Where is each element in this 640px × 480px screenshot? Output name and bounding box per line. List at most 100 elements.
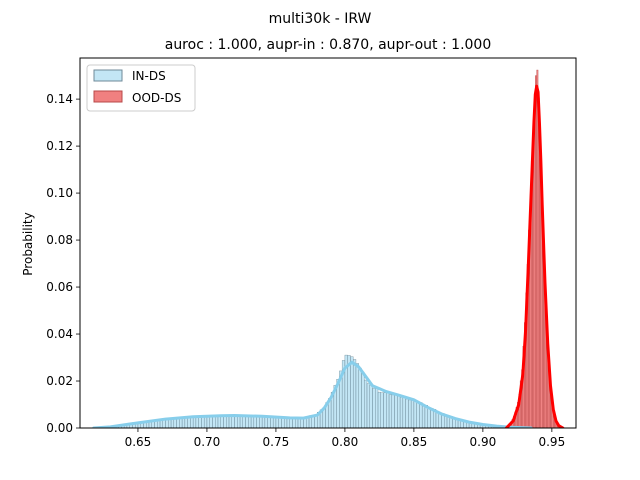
in-ds-bar	[416, 401, 420, 428]
in-ds-bar	[397, 394, 401, 428]
in-ds-bar	[237, 416, 241, 428]
ood-ds-bar	[533, 112, 536, 428]
in-ds-bar	[215, 416, 219, 428]
y-axis-label: Probability	[21, 212, 35, 275]
in-ds-bar	[261, 416, 266, 428]
x-tick-label: 0.95	[538, 435, 565, 449]
in-ds-bar	[192, 416, 197, 428]
in-ds-bar	[394, 394, 398, 428]
in-ds-bar	[369, 385, 373, 428]
in-ds-bar	[223, 415, 227, 428]
in-ds-bar	[391, 394, 395, 428]
in-ds-bar	[355, 363, 359, 428]
in-ds-bar	[380, 392, 384, 428]
in-ds-bar	[427, 407, 431, 428]
in-ds-bars	[96, 354, 533, 428]
in-ds-bar	[228, 415, 232, 428]
y-tick-label: 0.10	[46, 186, 73, 200]
in-ds-bar	[281, 417, 285, 428]
x-tick-label: 0.65	[125, 435, 152, 449]
in-ds-bar	[372, 388, 376, 428]
ood-ds-kde-line	[504, 84, 565, 428]
x-tick-label: 0.70	[194, 435, 221, 449]
ood-ds-bar	[535, 75, 537, 428]
y-tick-label: 0.12	[46, 139, 73, 153]
plot-frame	[79, 57, 577, 429]
in-ds-bar	[419, 402, 423, 428]
x-axis-ticks: 0.65 0.70 0.75 0.80 0.85 0.90 0.95	[125, 428, 565, 449]
in-ds-bar	[206, 415, 210, 428]
in-ds-bar	[248, 415, 252, 428]
y-tick-label: 0.00	[46, 421, 73, 435]
in-ds-bar	[435, 411, 439, 428]
in-ds-bar	[242, 415, 246, 428]
ood-ds-bars	[507, 69, 561, 428]
in-ds-bar	[358, 367, 362, 428]
in-ds-bar	[405, 398, 409, 428]
in-ds-bar	[170, 418, 175, 428]
in-ds-bar	[438, 412, 442, 428]
in-ds-bar	[402, 396, 406, 428]
in-ds-kde-line	[92, 360, 533, 428]
in-ds-bar	[295, 417, 299, 428]
y-axis-ticks: 0.00 0.02 0.04 0.06 0.08 0.10 0.12 0.14	[46, 92, 80, 435]
y-tick-label: 0.14	[46, 92, 73, 106]
in-ds-bar	[364, 379, 368, 428]
in-ds-bar	[421, 404, 426, 428]
in-ds-bar	[267, 416, 271, 428]
in-ds-bar	[250, 416, 255, 428]
in-ds-bar	[377, 391, 381, 428]
in-ds-bar	[212, 415, 216, 428]
in-ds-bar	[413, 400, 417, 428]
ood-ds-bar	[536, 69, 539, 428]
in-ds-bar	[283, 417, 288, 428]
in-ds-bar	[275, 417, 279, 428]
x-tick-label: 0.90	[470, 435, 497, 449]
in-ds-bar	[259, 416, 263, 428]
in-ds-bar	[388, 394, 393, 428]
chart-suptitle: multi30k - IRW	[269, 11, 372, 27]
in-ds-bar	[264, 417, 268, 428]
x-tick-label: 0.75	[263, 435, 290, 449]
in-ds-bar	[272, 417, 277, 428]
in-ds-bar	[226, 415, 230, 428]
in-ds-bar	[253, 416, 257, 428]
in-ds-bar	[366, 383, 370, 428]
in-ds-bar	[278, 417, 282, 428]
in-ds-bar	[408, 399, 412, 428]
in-ds-bar	[187, 416, 191, 428]
in-ds-bar	[350, 356, 354, 428]
x-tick-label: 0.85	[401, 435, 428, 449]
in-ds-bar	[203, 415, 208, 428]
legend-label-ood-ds: OOD-DS	[132, 91, 181, 105]
in-ds-bar	[286, 417, 290, 428]
in-ds-bar	[289, 417, 293, 428]
legend: IN-DS OOD-DS	[86, 64, 196, 112]
legend-label-in-ds: IN-DS	[132, 69, 166, 83]
y-tick-label: 0.08	[46, 233, 73, 247]
in-ds-bar	[270, 417, 274, 428]
in-ds-bar	[173, 418, 177, 428]
y-tick-label: 0.04	[46, 327, 73, 341]
in-ds-bar	[201, 416, 205, 428]
legend-swatch-in-ds	[93, 69, 123, 82]
y-tick-label: 0.02	[46, 374, 73, 388]
in-ds-bar	[256, 416, 260, 428]
x-tick-label: 0.80	[332, 435, 359, 449]
in-ds-bar	[361, 371, 365, 428]
in-ds-bar	[399, 397, 404, 428]
in-ds-bar	[352, 359, 357, 428]
in-ds-bar	[245, 416, 249, 428]
in-ds-bar	[383, 392, 387, 428]
in-ds-bar	[190, 416, 194, 428]
in-ds-bar	[239, 415, 243, 428]
in-ds-bar	[217, 415, 221, 428]
chart-title: auroc : 1.000, aupr-in : 0.870, aupr-out…	[165, 37, 492, 53]
in-ds-bar	[375, 387, 379, 428]
in-ds-bar	[184, 417, 188, 428]
in-ds-bar	[297, 417, 301, 428]
in-ds-bar	[386, 392, 390, 428]
in-ds-bar	[231, 415, 235, 428]
legend-swatch-ood-ds	[93, 90, 123, 103]
y-tick-label: 0.06	[46, 280, 73, 294]
